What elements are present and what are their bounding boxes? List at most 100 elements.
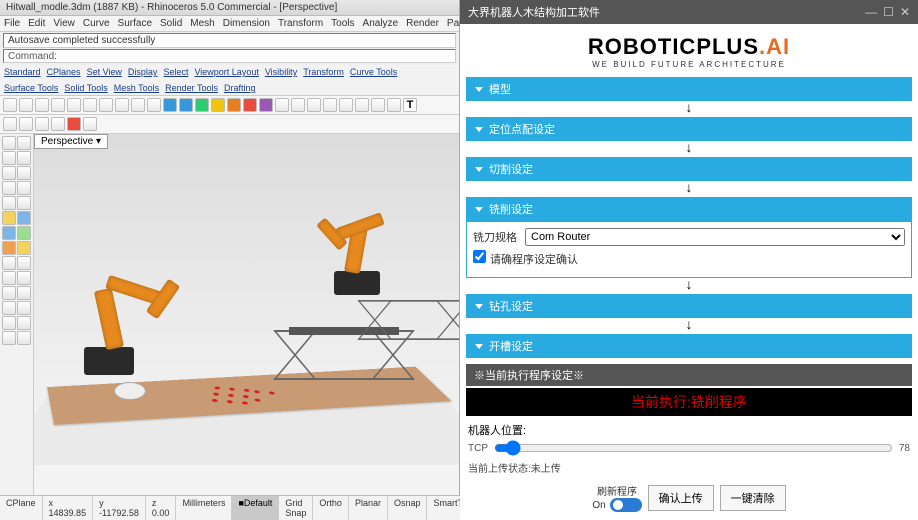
tool-icon[interactable] (259, 98, 273, 112)
tool-icon[interactable] (83, 98, 97, 112)
tab-cplanes[interactable]: CPlanes (47, 67, 81, 77)
tool-icon[interactable] (17, 301, 31, 315)
tab-curvetools[interactable]: Curve Tools (350, 67, 397, 77)
tool-icon[interactable] (211, 98, 225, 112)
confirm-checkbox[interactable] (473, 250, 486, 263)
toggle-osnap[interactable]: Osnap (388, 496, 428, 520)
section-milling[interactable]: 铣削设定 (466, 197, 912, 221)
status-layer[interactable]: ■Default (232, 496, 279, 520)
tool-icon[interactable] (17, 211, 31, 225)
tool-icon[interactable] (2, 196, 16, 210)
tool-icon[interactable] (2, 226, 16, 240)
tool-icon[interactable] (355, 98, 369, 112)
tab-standard[interactable]: Standard (4, 67, 41, 77)
menu-transform[interactable]: Transform (278, 18, 323, 29)
tool-icon[interactable] (195, 98, 209, 112)
upload-button[interactable]: 确认上传 (648, 485, 714, 511)
tool-icon[interactable] (3, 98, 17, 112)
tab-transform[interactable]: Transform (303, 67, 344, 77)
tab-setview[interactable]: Set View (87, 67, 122, 77)
tool-icon[interactable] (83, 117, 97, 131)
tool-icon[interactable] (17, 316, 31, 330)
section-model[interactable]: 模型 (466, 77, 912, 101)
tool-icon[interactable] (387, 98, 401, 112)
tool-icon[interactable] (2, 271, 16, 285)
tool-icon[interactable] (3, 117, 17, 131)
menu-edit[interactable]: Edit (28, 18, 45, 29)
tool-icon[interactable] (115, 98, 129, 112)
toggle-planar[interactable]: Planar (349, 496, 388, 520)
tab-meshtools[interactable]: Mesh Tools (114, 83, 159, 93)
tool-icon[interactable] (227, 98, 241, 112)
tool-icon[interactable] (19, 117, 33, 131)
confirm-check[interactable]: 请确程序设定确认 (473, 250, 578, 267)
tool-icon[interactable] (99, 98, 113, 112)
tool-icon[interactable] (17, 286, 31, 300)
tab-drafting[interactable]: Drafting (224, 83, 256, 93)
menu-curve[interactable]: Curve (83, 18, 110, 29)
tool-icon[interactable] (17, 166, 31, 180)
close-icon[interactable]: ✕ (900, 5, 910, 19)
section-cutting[interactable]: 切割设定 (466, 157, 912, 181)
tool-icon[interactable] (51, 98, 65, 112)
refresh-toggle[interactable] (610, 498, 642, 512)
tool-icon[interactable] (17, 196, 31, 210)
toggle-ortho[interactable]: Ortho (313, 496, 349, 520)
menu-dimension[interactable]: Dimension (223, 18, 270, 29)
tool-select[interactable]: Com Router (525, 228, 905, 246)
toggle-gridsnap[interactable]: Grid Snap (279, 496, 313, 520)
tool-icon[interactable] (51, 117, 65, 131)
tool-icon[interactable] (2, 256, 16, 270)
menu-surface[interactable]: Surface (118, 18, 152, 29)
tool-icon[interactable] (2, 151, 16, 165)
tool-icon[interactable] (67, 117, 81, 131)
tab-rendertools[interactable]: Render Tools (165, 83, 218, 93)
perspective-viewport[interactable]: Perspective ▾ (34, 134, 459, 495)
tab-vplayout[interactable]: Viewport Layout (194, 67, 258, 77)
tool-icon[interactable] (163, 98, 177, 112)
menu-tools[interactable]: Tools (331, 18, 354, 29)
tool-icon[interactable] (339, 98, 353, 112)
tool-icon[interactable] (2, 286, 16, 300)
tool-icon[interactable] (17, 331, 31, 345)
tab-solidtools[interactable]: Solid Tools (64, 83, 107, 93)
tab-surfacetools[interactable]: Surface Tools (4, 83, 58, 93)
tool-icon[interactable] (2, 316, 16, 330)
tab-display[interactable]: Display (128, 67, 158, 77)
minimize-icon[interactable]: — (865, 5, 877, 19)
tab-select[interactable]: Select (163, 67, 188, 77)
menu-file[interactable]: File (4, 18, 20, 29)
tool-icon[interactable] (179, 98, 193, 112)
maximize-icon[interactable]: ☐ (883, 5, 894, 19)
tool-icon[interactable] (35, 98, 49, 112)
tool-icon[interactable] (131, 98, 145, 112)
tool-icon[interactable] (2, 301, 16, 315)
tool-icon[interactable] (67, 98, 81, 112)
tool-icon[interactable] (17, 226, 31, 240)
position-slider[interactable] (494, 440, 893, 456)
tool-icon[interactable] (147, 98, 161, 112)
tool-icon[interactable] (2, 331, 16, 345)
tool-icon[interactable] (291, 98, 305, 112)
tool-icon[interactable] (17, 241, 31, 255)
tool-icon[interactable] (307, 98, 321, 112)
menu-view[interactable]: View (53, 18, 75, 29)
section-slotting[interactable]: 开槽设定 (466, 334, 912, 358)
tool-icon[interactable] (2, 181, 16, 195)
tool-icon[interactable] (17, 136, 31, 150)
menu-solid[interactable]: Solid (160, 18, 182, 29)
tab-visibility[interactable]: Visibility (265, 67, 297, 77)
tool-icon[interactable] (35, 117, 49, 131)
tool-icon[interactable] (19, 98, 33, 112)
menu-mesh[interactable]: Mesh (190, 18, 214, 29)
tool-icon[interactable] (17, 256, 31, 270)
section-drilling[interactable]: 钻孔设定 (466, 294, 912, 318)
tool-icon[interactable] (2, 136, 16, 150)
tool-icon[interactable] (17, 151, 31, 165)
tool-icon[interactable] (2, 241, 16, 255)
tool-icon[interactable]: T (403, 98, 417, 112)
tool-icon[interactable] (371, 98, 385, 112)
menu-analyze[interactable]: Analyze (363, 18, 399, 29)
command-input[interactable]: Command: (3, 49, 456, 63)
tool-icon[interactable] (243, 98, 257, 112)
